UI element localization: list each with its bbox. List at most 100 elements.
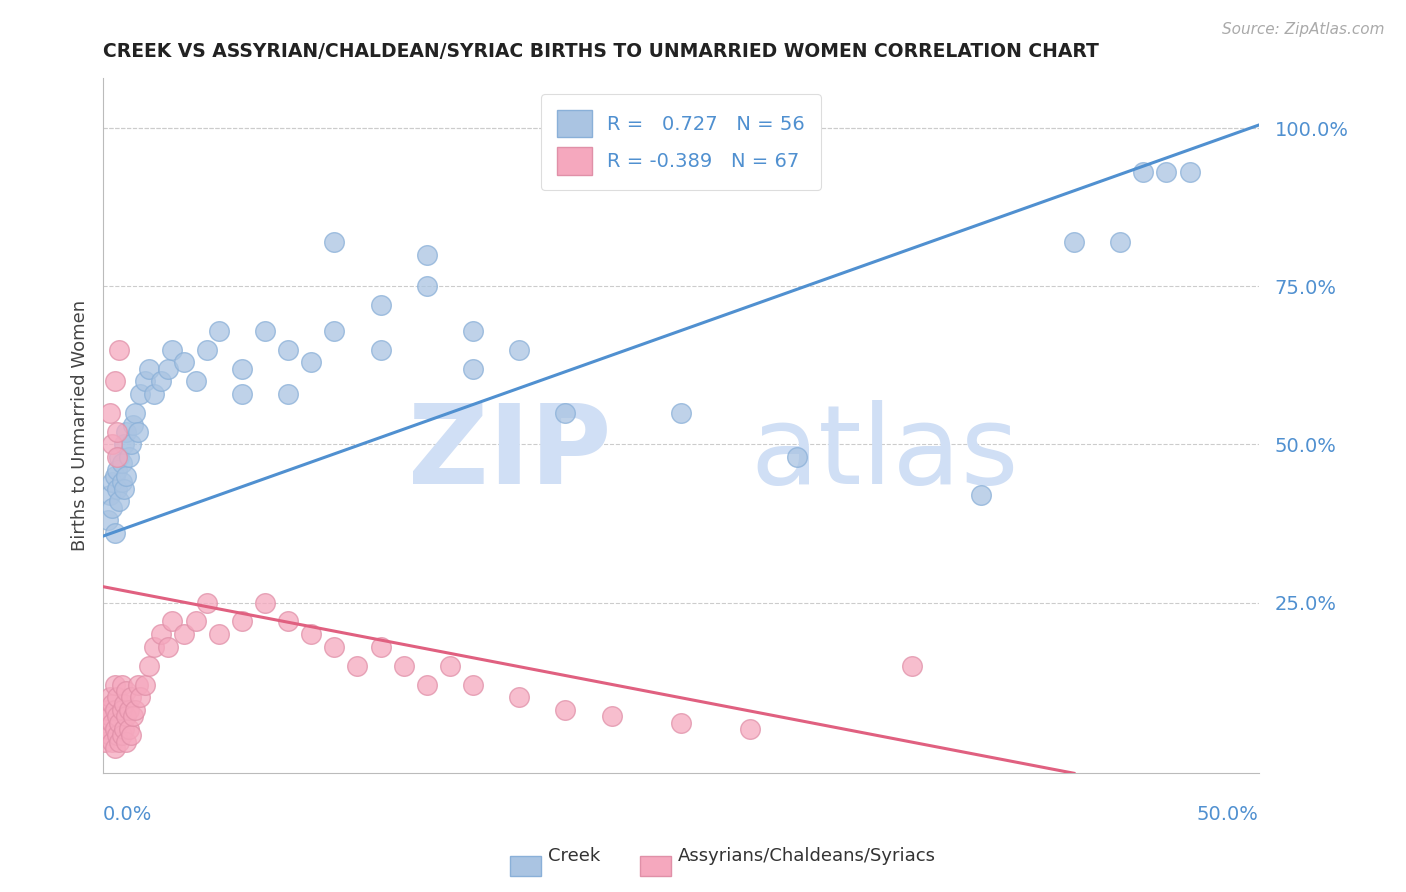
Point [117,703,139,717]
Point [101,475,124,490]
Point [173,355,195,369]
Point [98,406,121,420]
Point [124,406,146,420]
Point [149,627,172,641]
Point [156,361,179,376]
Point [115,709,138,723]
Point [416,279,439,293]
Text: Creek: Creek [548,847,600,865]
Point [439,658,461,673]
Point [120,437,142,451]
Point [323,235,346,249]
Point [277,615,299,629]
Point [1063,235,1085,249]
Point [115,734,138,748]
Point [554,406,576,420]
Point [108,494,131,508]
Point [101,734,124,748]
Point [129,386,152,401]
Point [253,595,276,609]
Point [277,386,299,401]
Point [195,595,218,609]
Point [508,690,530,705]
Point [112,437,135,451]
Point [117,450,139,464]
Point [101,715,124,730]
Point [162,343,184,357]
Y-axis label: Births to Unmarried Women: Births to Unmarried Women [72,300,89,551]
Point [105,463,128,477]
Point [111,728,134,742]
Point [111,475,134,490]
Point [138,658,160,673]
Point [120,728,142,742]
Point [101,500,124,515]
Point [184,615,207,629]
Text: Source: ZipAtlas.com: Source: ZipAtlas.com [1222,22,1385,37]
Point [970,488,993,502]
Point [112,482,135,496]
Point [122,418,145,433]
Point [416,248,439,262]
Point [461,324,484,338]
Point [101,437,124,451]
Point [105,728,128,742]
Point [104,703,127,717]
Text: 50.0%: 50.0% [1197,805,1258,824]
Point [108,734,131,748]
Point [115,469,138,483]
Point [97,703,120,717]
Point [149,374,172,388]
Point [370,298,392,312]
Point [156,640,179,654]
Legend: R =   0.727   N = 56, R = -0.389   N = 67: R = 0.727 N = 56, R = -0.389 N = 67 [541,95,821,190]
Point [253,324,276,338]
Text: Assyrians/Chaldeans/Syriacs: Assyrians/Chaldeans/Syriacs [678,847,935,865]
Point [105,425,128,439]
Point [112,697,135,711]
Point [124,703,146,717]
Point [112,722,135,736]
Text: ZIP: ZIP [408,400,612,507]
Point [105,482,128,496]
Point [600,709,623,723]
Point [162,615,184,629]
Point [98,690,121,705]
Point [143,640,166,654]
Point [97,722,120,736]
Point [108,343,131,357]
Point [104,525,127,540]
Point [184,374,207,388]
Point [1178,165,1201,179]
Point [111,456,134,470]
Point [323,640,346,654]
Point [134,374,156,388]
Point [104,678,127,692]
Point [786,450,808,464]
Point [98,488,121,502]
Point [461,361,484,376]
Point [117,722,139,736]
Point [208,324,231,338]
Point [277,343,299,357]
Point [94,734,117,748]
Point [127,425,149,439]
Point [740,722,762,736]
Point [127,678,149,692]
Point [104,741,127,756]
Point [111,678,134,692]
Point [669,715,692,730]
Point [173,627,195,641]
Point [1109,235,1132,249]
Point [97,513,120,527]
Point [115,684,138,698]
Point [143,386,166,401]
Point [120,690,142,705]
Point [105,690,128,705]
Point [231,361,253,376]
Point [416,678,439,692]
Point [104,469,127,483]
Point [299,627,322,641]
Point [231,386,253,401]
Point [554,703,576,717]
